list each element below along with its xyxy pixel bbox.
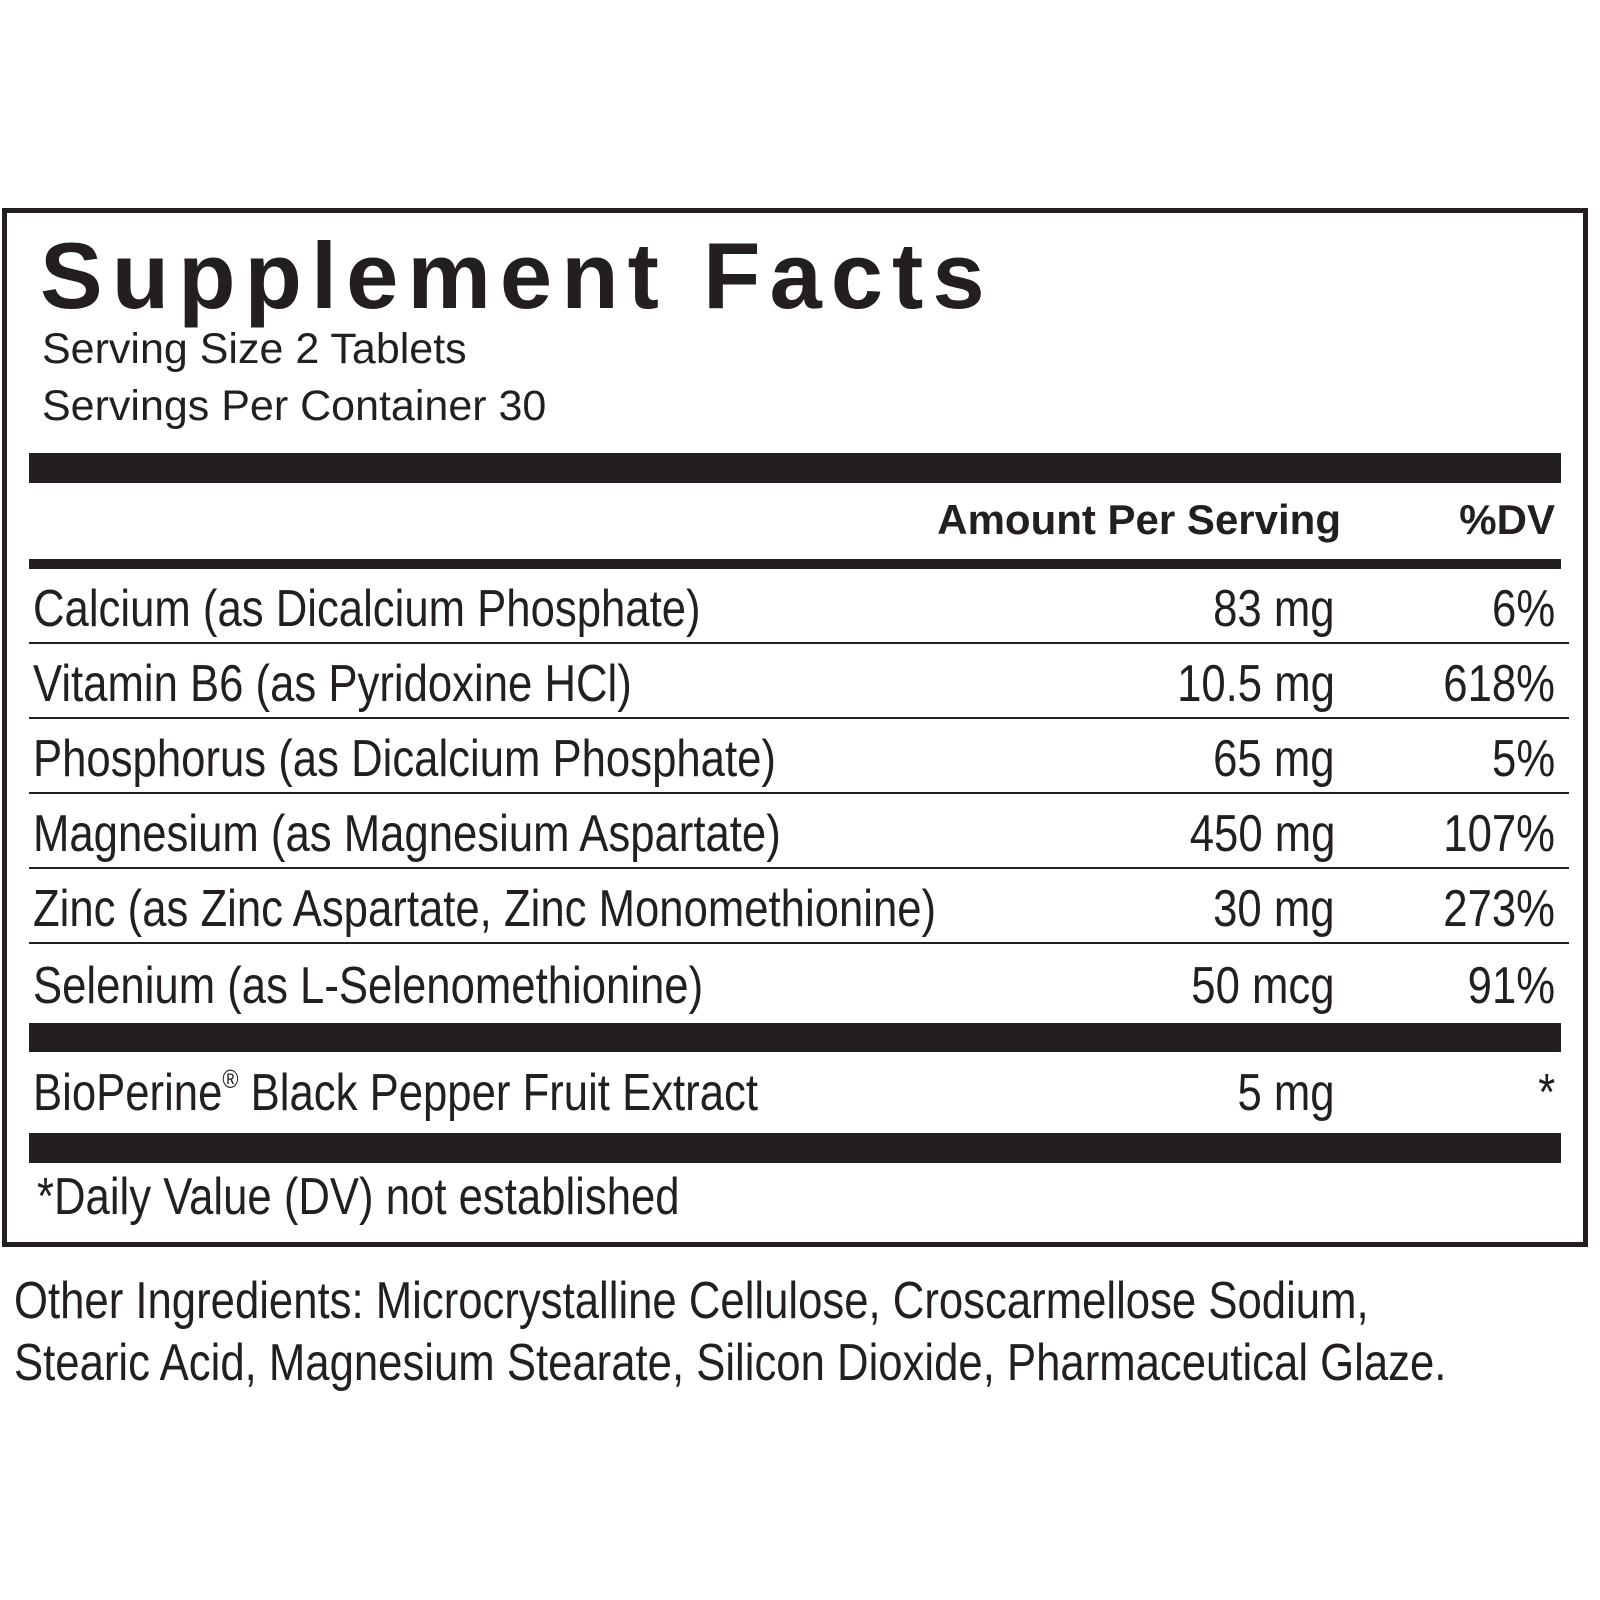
nutrient-name: Selenium (as L-Selenomethionine) [33, 957, 704, 1015]
serving-size: Serving Size 2 Tablets [42, 325, 467, 373]
nutrient-amount: 450 mg [1189, 805, 1335, 863]
nutrient-amount: 30 mg [1213, 880, 1335, 938]
nutrient-row: Selenium (as L-Selenomethionine) 50 mcg … [29, 944, 1569, 1019]
nutrient-amount: 65 mg [1213, 730, 1335, 788]
ingredient-name-rest: Black Pepper Fruit Extract [238, 1064, 758, 1122]
other-ingredients-line: Other Ingredients: Microcrystalline Cell… [14, 1272, 1369, 1330]
column-header-dv: %DV [1459, 496, 1555, 543]
divider-thick [29, 1023, 1561, 1052]
nutrient-row: Zinc (as Zinc Aspartate, Zinc Monomethio… [29, 869, 1569, 944]
divider-thick [29, 453, 1561, 483]
servings-per-container: Servings Per Container 30 [42, 382, 547, 430]
nutrient-dv: 91% [1467, 957, 1555, 1015]
nutrient-amount: 50 mcg [1191, 957, 1335, 1015]
nutrient-name: Magnesium (as Magnesium Aspartate) [33, 805, 781, 863]
ingredient-name-main: BioPerine [33, 1064, 223, 1122]
nutrient-dv: 273% [1443, 880, 1555, 938]
nutrient-dv: 5% [1491, 730, 1555, 788]
nutrient-name: Calcium (as Dicalcium Phosphate) [33, 580, 701, 638]
divider-medium [29, 559, 1561, 569]
ingredient-name: BioPerine® Black Pepper Fruit Extract [33, 1066, 758, 1119]
nutrient-name: Zinc (as Zinc Aspartate, Zinc Monomethio… [33, 880, 937, 938]
nutrient-row: Phosphorus (as Dicalcium Phosphate) 65 m… [29, 719, 1569, 794]
supplement-facts-panel: Supplement Facts Serving Size 2 Tablets … [2, 208, 1588, 1247]
nutrient-name: Vitamin B6 (as Pyridoxine HCl) [33, 655, 632, 713]
nutrient-dv: 6% [1491, 580, 1555, 638]
dv-footnote: *Daily Value (DV) not established [37, 1168, 680, 1226]
nutrient-row: Magnesium (as Magnesium Aspartate) 450 m… [29, 794, 1569, 869]
nutrient-dv: 618% [1443, 655, 1555, 713]
ingredient-dv: * [1537, 1064, 1555, 1122]
panel-title: Supplement Facts [40, 223, 994, 328]
nutrient-row: Vitamin B6 (as Pyridoxine HCl) 10.5 mg 6… [29, 644, 1569, 719]
registered-mark: ® [222, 1064, 239, 1094]
nutrient-dv: 107% [1443, 805, 1555, 863]
proprietary-ingredient-row: BioPerine® Black Pepper Fruit Extract 5 … [29, 1052, 1569, 1133]
other-ingredients: Other Ingredients: Microcrystalline Cell… [14, 1270, 1594, 1394]
nutrient-amount: 83 mg [1213, 580, 1335, 638]
divider-thick [29, 1133, 1561, 1163]
column-header-amount: Amount Per Serving [937, 496, 1341, 543]
nutrient-list: Calcium (as Dicalcium Phosphate) 83 mg 6… [29, 569, 1569, 1019]
other-ingredients-line: Stearic Acid, Magnesium Stearate, Silico… [14, 1334, 1447, 1392]
ingredient-amount: 5 mg [1237, 1064, 1335, 1122]
nutrient-row: Calcium (as Dicalcium Phosphate) 83 mg 6… [29, 569, 1569, 644]
nutrient-amount: 10.5 mg [1177, 655, 1335, 713]
nutrient-name: Phosphorus (as Dicalcium Phosphate) [33, 730, 776, 788]
